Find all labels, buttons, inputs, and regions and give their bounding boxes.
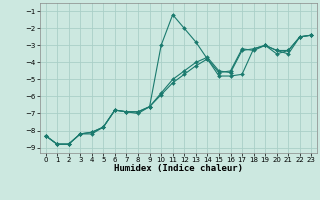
X-axis label: Humidex (Indice chaleur): Humidex (Indice chaleur) [114, 164, 243, 173]
